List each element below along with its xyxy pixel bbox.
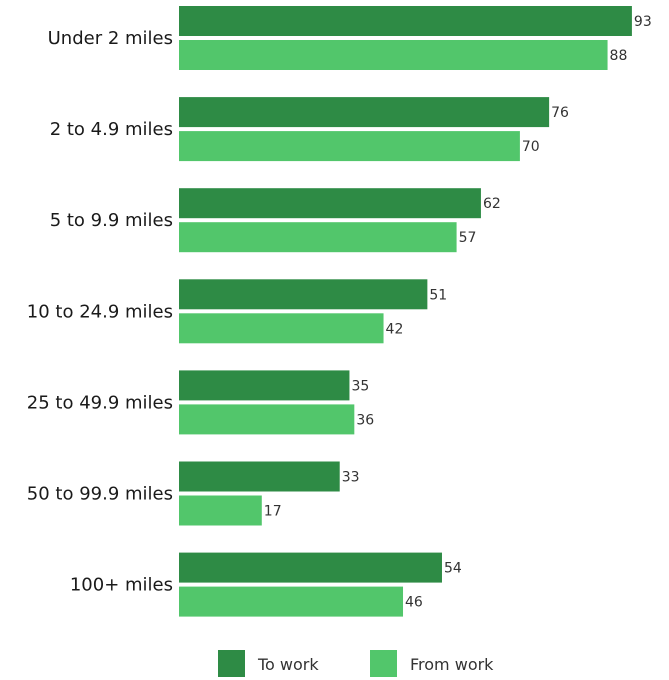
value-label-to-work-25-to-49-9-miles: 35 [351,378,369,394]
bar-from-work-50-to-99-9-miles [179,495,262,526]
bars-group [179,6,632,617]
bar-from-work-2-to-4-9-miles [179,131,520,162]
category-label-2-to-4-9-miles: 2 to 4.9 miles [50,119,173,140]
legend-swatch-from-work [370,650,397,677]
legend-label-from-work: From work [410,655,494,674]
bar-from-work-25-to-49-9-miles [179,404,355,435]
category-label-under-2-miles: Under 2 miles [48,28,173,49]
bar-from-work-100-miles [179,586,404,617]
bar-to-work-2-to-4-9-miles [179,97,550,128]
value-label-from-work-25-to-49-9-miles: 36 [356,412,374,428]
bar-to-work-10-to-24-9-miles [179,279,428,310]
legend: To work From work [218,650,494,677]
legend-label-to-work: To work [257,655,319,674]
value-label-from-work-5-to-9-9-miles: 57 [459,230,477,246]
value-label-to-work-2-to-4-9-miles: 76 [551,105,569,121]
category-label-50-to-99-9-miles: 50 to 99.9 miles [27,484,173,505]
value-label-from-work-100-miles: 46 [405,595,423,611]
bar-from-work-10-to-24-9-miles [179,313,384,344]
value-label-from-work-50-to-99-9-miles: 17 [264,504,282,520]
value-label-to-work-100-miles: 54 [444,561,462,577]
value-label-from-work-2-to-4-9-miles: 70 [522,139,540,155]
value-label-to-work-50-to-99-9-miles: 33 [342,470,360,486]
bar-from-work-5-to-9-9-miles [179,222,457,253]
category-label-100-miles: 100+ miles [70,575,173,596]
bar-from-work-under-2-miles [179,40,608,70]
value-label-to-work-10-to-24-9-miles: 51 [429,287,447,303]
bar-to-work-under-2-miles [179,6,632,36]
value-label-from-work-10-to-24-9-miles: 42 [386,321,404,337]
bar-to-work-50-to-99-9-miles [179,461,340,492]
labels-group: Under 2 miles 93 88 2 to 4.9 miles 76 70 5 to … [27,14,652,611]
bar-to-work-100-miles [179,552,442,583]
bar-to-work-5-to-9-9-miles [179,188,481,219]
category-label-25-to-49-9-miles: 25 to 49.9 miles [27,392,173,413]
value-label-from-work-under-2-miles: 88 [610,48,628,64]
category-label-10-to-24-9-miles: 10 to 24.9 miles [27,301,173,322]
value-label-to-work-5-to-9-9-miles: 62 [483,196,501,212]
value-label-to-work-under-2-miles: 93 [634,14,652,30]
legend-swatch-to-work [218,650,245,677]
bar-to-work-25-to-49-9-miles [179,370,350,401]
category-label-5-to-9-9-miles: 5 to 9.9 miles [50,210,173,231]
